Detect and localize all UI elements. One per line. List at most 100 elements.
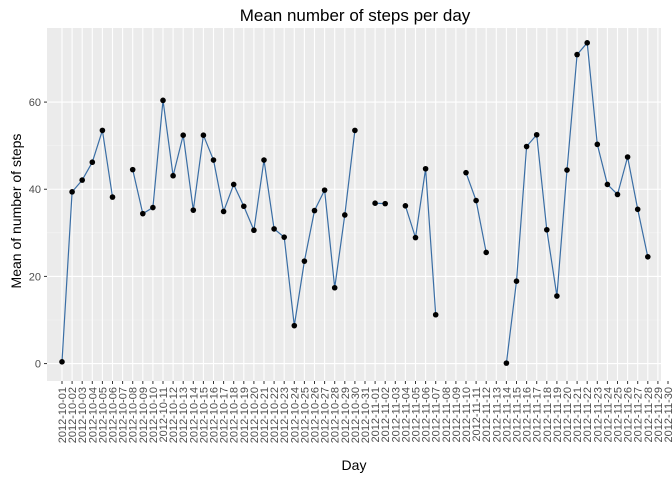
x-tick-label: 2012-11-04 bbox=[400, 387, 412, 442]
data-point-2012-10-27 bbox=[321, 187, 328, 193]
data-point-2012-11-23 bbox=[594, 141, 601, 148]
data-point-2012-10-02 bbox=[69, 189, 75, 195]
x-tick-label: 2012-11-13 bbox=[491, 387, 503, 442]
x-tick-label: 2012-10-24 bbox=[289, 387, 301, 443]
x-tick-label: 2012-11-11 bbox=[471, 387, 483, 442]
x-tick-label: 2012-10-13 bbox=[178, 387, 190, 443]
x-tick-label: 2012-11-14 bbox=[501, 387, 513, 442]
data-point-2012-10-28 bbox=[331, 284, 338, 291]
x-tick-label: 2012-11-19 bbox=[552, 387, 564, 442]
x-tick-label: 2012-10-16 bbox=[209, 387, 221, 443]
data-point-2012-10-26 bbox=[311, 207, 318, 214]
x-tick-label: 2012-11-24 bbox=[602, 387, 614, 442]
x-tick-label: 2012-11-05 bbox=[411, 387, 423, 442]
x-tick-label: 2012-11-20 bbox=[562, 387, 574, 442]
data-point-2012-10-30 bbox=[352, 127, 358, 134]
x-tick-label: 2012-10-07 bbox=[118, 387, 130, 443]
chart-title: Mean number of steps per day bbox=[240, 6, 471, 25]
data-point-2012-10-14 bbox=[190, 207, 197, 213]
data-point-2012-10-22 bbox=[271, 226, 277, 232]
data-point-2012-11-25 bbox=[614, 191, 621, 198]
x-tick-label: 2012-11-22 bbox=[582, 387, 594, 442]
y-tick-label: 60 bbox=[29, 97, 41, 109]
data-point-2012-11-21 bbox=[574, 51, 580, 58]
x-tick-label: 2012-10-21 bbox=[259, 387, 271, 443]
x-tick-label: 2012-10-29 bbox=[340, 387, 352, 443]
x-tick-label: 2012-11-25 bbox=[613, 387, 625, 442]
x-tick-label: 2012-10-15 bbox=[198, 387, 210, 443]
data-point-2012-11-24 bbox=[604, 181, 611, 188]
data-point-2012-11-19 bbox=[554, 293, 560, 299]
x-tick-label: 2012-11-28 bbox=[643, 387, 655, 442]
data-point-2012-11-10 bbox=[463, 169, 469, 176]
x-tick-label: 2012-10-02 bbox=[67, 387, 79, 443]
x-tick-label: 2012-11-26 bbox=[623, 387, 635, 442]
y-axis: 0 20 40 60 bbox=[29, 97, 47, 371]
data-point-2012-10-11 bbox=[160, 97, 166, 104]
x-tick-label: 2012-10-25 bbox=[299, 387, 311, 443]
data-point-2012-11-26 bbox=[624, 154, 631, 160]
x-axis-title: Day bbox=[342, 457, 367, 473]
data-point-2012-11-11 bbox=[473, 197, 479, 204]
data-point-2012-10-08 bbox=[129, 166, 136, 173]
x-tick-label: 2012-11-06 bbox=[421, 387, 433, 442]
data-point-2012-11-01 bbox=[372, 200, 378, 206]
x-tick-label: 2012-11-18 bbox=[542, 387, 554, 442]
x-tick-label: 2012-10-31 bbox=[360, 387, 372, 443]
y-tick-label: 0 bbox=[35, 359, 41, 371]
x-tick-label: 2012-10-26 bbox=[310, 387, 322, 443]
x-tick-label: 2012-11-12 bbox=[481, 387, 493, 442]
x-tick-label: 2012-10-12 bbox=[168, 387, 180, 443]
data-point-2012-10-20 bbox=[251, 227, 257, 234]
data-point-2012-11-07 bbox=[432, 311, 439, 318]
data-point-2012-10-05 bbox=[99, 127, 106, 134]
x-tick-label: 2012-10-11 bbox=[158, 387, 170, 442]
y-axis-title: Mean of number of steps bbox=[8, 134, 24, 289]
data-point-2012-10-29 bbox=[342, 212, 348, 218]
data-point-2012-11-20 bbox=[564, 167, 570, 173]
data-point-2012-10-04 bbox=[89, 159, 96, 166]
y-tick-label: 40 bbox=[29, 184, 41, 196]
x-tick-label: 2012-11-27 bbox=[633, 387, 645, 442]
data-point-2012-11-27 bbox=[634, 206, 641, 213]
x-tick-label: 2012-10-04 bbox=[87, 387, 99, 443]
x-tick-label: 2012-10-22 bbox=[269, 387, 281, 443]
data-point-2012-10-19 bbox=[241, 203, 247, 210]
data-point-2012-11-05 bbox=[412, 234, 419, 241]
x-axis: 2012-10-012012-10-022012-10-032012-10-04… bbox=[57, 381, 672, 443]
data-point-2012-11-06 bbox=[422, 165, 429, 172]
data-point-2012-10-24 bbox=[291, 322, 298, 329]
x-tick-label: 2012-11-15 bbox=[512, 387, 524, 442]
data-point-2012-10-10 bbox=[150, 204, 156, 211]
x-tick-label: 2012-11-02 bbox=[380, 387, 392, 442]
data-point-2012-10-21 bbox=[261, 157, 267, 163]
x-tick-label: 2012-11-30 bbox=[663, 387, 672, 442]
data-point-2012-10-06 bbox=[109, 194, 116, 200]
x-tick-label: 2012-10-06 bbox=[108, 387, 120, 443]
data-point-2012-10-13 bbox=[180, 132, 186, 139]
x-tick-label: 2012-11-01 bbox=[370, 387, 382, 442]
x-tick-label: 2012-10-18 bbox=[229, 387, 241, 443]
data-point-2012-11-04 bbox=[402, 203, 409, 209]
data-point-2012-11-02 bbox=[382, 200, 389, 207]
x-tick-label: 2012-10-14 bbox=[188, 387, 200, 443]
x-tick-label: 2012-10-10 bbox=[148, 387, 160, 443]
x-tick-label: 2012-11-23 bbox=[592, 387, 604, 442]
x-tick-label: 2012-11-17 bbox=[532, 387, 544, 442]
x-tick-label: 2012-11-21 bbox=[572, 387, 584, 442]
x-tick-label: 2012-11-16 bbox=[522, 387, 534, 442]
series-line bbox=[404, 168, 437, 315]
data-point-2012-11-17 bbox=[533, 131, 540, 138]
x-tick-label: 2012-10-28 bbox=[330, 387, 342, 443]
x-tick-label: 2012-11-07 bbox=[431, 387, 443, 442]
x-tick-label: 2012-10-20 bbox=[249, 387, 261, 443]
data-point-2012-10-17 bbox=[220, 208, 227, 215]
x-tick-label: 2012-11-09 bbox=[451, 387, 463, 442]
data-point-2012-10-15 bbox=[200, 132, 207, 139]
y-tick-label: 20 bbox=[29, 271, 41, 283]
data-point-2012-10-16 bbox=[210, 157, 217, 163]
grid-lines bbox=[47, 28, 669, 381]
data-point-2012-11-12 bbox=[483, 249, 490, 256]
x-tick-label: 2012-10-17 bbox=[219, 387, 231, 443]
